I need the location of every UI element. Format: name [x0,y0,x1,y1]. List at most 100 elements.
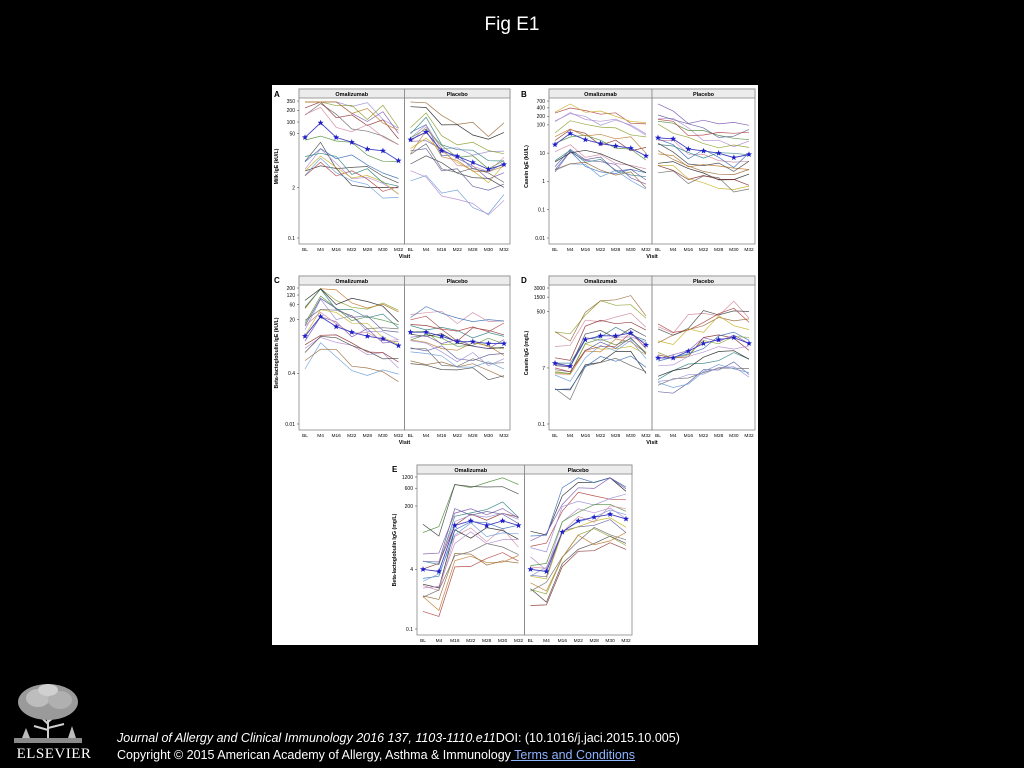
mean-star-marker [407,329,414,335]
subject-line [410,126,505,172]
x-tick-label: M16 [684,433,694,439]
mean-star-marker [607,511,614,517]
x-tick-label: M4 [436,638,443,644]
subject-line [410,315,505,333]
subject-line [530,491,627,547]
x-tick-label: BL [302,433,308,439]
x-tick-label: M28 [611,433,621,439]
mean-star-marker [567,362,574,369]
x-tick-label: M30 [378,247,388,253]
mean-star-marker [395,157,402,164]
x-tick-label: M16 [331,433,341,439]
y-tick-label: 2 [292,186,295,192]
subject-line [554,144,647,170]
mean-star-marker [483,522,490,529]
subject-line [530,526,627,592]
x-tick-label: M4 [543,638,550,644]
subject-line [410,345,505,362]
x-tick-label: M32 [499,247,509,253]
x-tick-label: M30 [729,247,739,253]
subject-line [304,336,399,360]
terms-and-conditions-link[interactable]: Terms and Conditions [510,748,636,762]
mean-star-marker [700,147,707,154]
panel-e: E Omalizumab BL M4 M16 M22 M28 M30 M32 Placebo BL M… [392,464,633,644]
subject-line [554,295,647,342]
elsevier-logo: ELSEVIER [8,680,91,768]
x-tick-label: M4 [567,247,574,253]
mean-star-marker [642,152,650,159]
subject-line [422,555,519,612]
mean-star-marker [469,159,476,166]
subject-line [554,128,647,154]
panel-letter: B [521,90,527,99]
x-axis-label: Visit [646,440,658,446]
x-tick-label: M28 [611,247,621,253]
y-tick-label: 350 [287,99,296,105]
subject-line [554,148,647,181]
mean-star-marker [451,522,458,529]
subject-line [422,552,519,617]
x-tick-label: M32 [394,433,404,439]
facet-label-placebo: Placebo [568,468,590,474]
subject-line [410,155,505,188]
subject-line [304,165,399,189]
y-tick-label: 1500 [534,295,545,301]
mean-star-marker [348,329,355,335]
subject-line [530,493,627,553]
subject-line [304,288,399,323]
facet-label-omalizumab: Omalizumab [335,92,368,98]
mean-star-marker [715,149,722,156]
y-tick-label: 0.4 [288,371,295,377]
elsevier-logo-text: ELSEVIER [16,746,92,762]
subject-line [410,106,505,140]
x-tick-label: M16 [581,247,591,253]
subject-line [304,148,399,195]
subject-line [657,366,750,382]
subject-line [422,501,519,566]
subject-line [410,112,505,155]
y-tick-label: 200 [287,286,296,292]
y-tick-label: 0.1 [288,236,295,242]
subject-line [554,103,647,123]
x-tick-label: M32 [514,638,524,644]
y-tick-label: 0.1 [538,422,545,428]
subject-line [422,522,519,582]
subject-line [304,106,399,146]
y-tick-label: 10 [539,151,545,157]
subject-line [530,535,627,603]
subject-line [410,363,505,381]
copyright-text: Copyright © 2015 American Academy of All… [117,748,511,762]
subject-line [304,141,399,184]
subject-line [304,334,399,363]
mean-star-marker [435,568,442,575]
y-tick-label: 3000 [534,286,545,292]
subject-line [657,117,750,148]
mean-star-marker [654,354,662,361]
subject-line [304,157,399,199]
mean-star-marker [582,336,589,343]
y-tick-label: 120 [287,293,296,299]
mean-star-marker [500,340,508,347]
x-tick-label: M16 [581,433,591,439]
x-tick-label: BL [552,247,558,253]
mean-star-marker [499,517,506,524]
subject-line [657,364,750,388]
x-tick-label: M30 [498,638,508,644]
facet-label-omalizumab: Omalizumab [584,279,617,285]
mean-star-marker [454,338,461,345]
subject-line [657,150,750,175]
mean-star-marker [317,119,324,126]
mean-star-marker [454,153,461,159]
subject-line [657,139,750,163]
subject-line [410,124,505,156]
subject-line [410,334,505,347]
subject-line [554,149,647,178]
x-axis-label: Visit [646,254,658,260]
mean-star-marker [597,140,604,147]
facet-label-placebo: Placebo [693,279,715,285]
subject-line [657,103,750,126]
y-axis-label: Beta-lactoglobulin IgE (kU/L) [274,317,280,388]
mean-star-marker [730,334,737,341]
x-tick-label: M30 [605,638,615,644]
subject-line [410,175,505,215]
